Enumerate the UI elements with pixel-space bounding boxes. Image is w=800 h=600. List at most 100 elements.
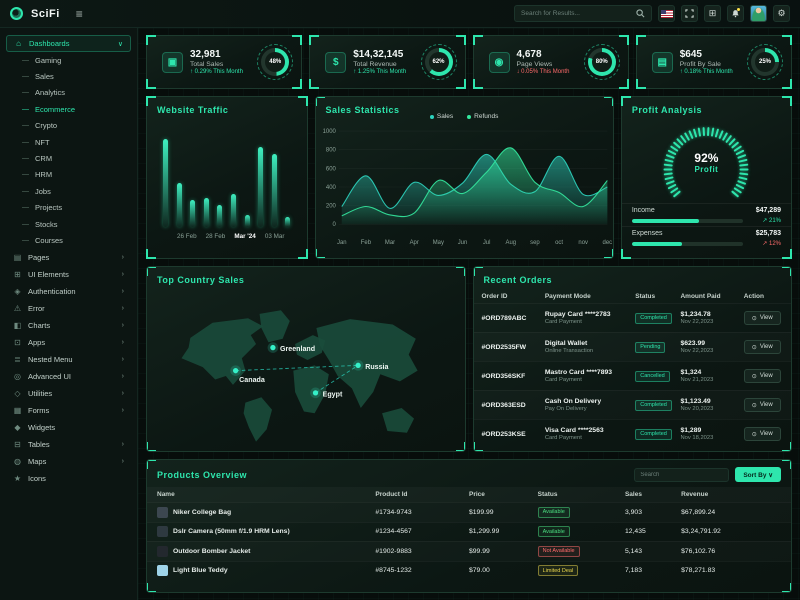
order-status-badge: Completed bbox=[635, 428, 672, 440]
sidebar-item[interactable]: ≣ Nested Menu › bbox=[6, 351, 131, 368]
sidebar-subitem[interactable]: — Analytics bbox=[6, 85, 131, 101]
x-tick-label: Mar '24 bbox=[234, 233, 256, 240]
product-status-badge: Available bbox=[537, 526, 570, 538]
view-order-button[interactable]: ⊙ View bbox=[743, 427, 781, 441]
map-marker-label: Canada bbox=[239, 376, 265, 384]
menu-toggle-icon[interactable]: ≡ bbox=[75, 6, 83, 21]
svg-text:nov: nov bbox=[578, 240, 588, 246]
products-table-header: Name Product Id Price Status Sales Revenue bbox=[147, 487, 791, 502]
traffic-bar bbox=[244, 215, 250, 227]
order-row: #ORD253KSE Visa Card ****2563 Card Payme… bbox=[473, 419, 791, 448]
dash-icon: — bbox=[22, 220, 29, 228]
sidebar-item[interactable]: ◈ Authentication › bbox=[6, 283, 131, 300]
sidebar-subitem[interactable]: — NFT bbox=[6, 134, 131, 150]
notifications-bell-icon[interactable] bbox=[727, 5, 744, 22]
svg-text:Jul: Jul bbox=[482, 240, 490, 246]
sidebar-subitem[interactable]: — CRM bbox=[6, 150, 131, 166]
chevron-icon: › bbox=[121, 457, 124, 465]
sidebar-subitem-label: CRM bbox=[35, 154, 53, 164]
dash-icon: — bbox=[22, 204, 29, 212]
view-order-button[interactable]: ⊙ View bbox=[743, 398, 781, 412]
eye-icon: ⊙ bbox=[751, 373, 757, 380]
traffic-bar bbox=[231, 193, 237, 227]
apps-grid-icon[interactable]: ⊞ bbox=[704, 5, 721, 22]
product-id: #1234-4567 bbox=[375, 528, 412, 536]
payment-mode: Visa Card ****2563 bbox=[544, 427, 604, 434]
sidebar-item-label: Error bbox=[28, 303, 45, 313]
product-revenue: $3,24,791.92 bbox=[681, 528, 721, 536]
view-order-button[interactable]: ⊙ View bbox=[743, 311, 781, 325]
product-revenue: $76,102.76 bbox=[681, 547, 716, 555]
sidebar-subitem[interactable]: — Gaming bbox=[6, 52, 131, 68]
column-header: Revenue bbox=[681, 491, 709, 498]
sidebar-item[interactable]: ★ Icons bbox=[6, 470, 131, 487]
sidebar-item-icon: ◇ bbox=[14, 388, 21, 398]
sidebar-item[interactable]: ◍ Maps › bbox=[6, 453, 131, 470]
panel-title: Top Country Sales bbox=[157, 275, 245, 285]
sidebar-item[interactable]: ⊞ UI Elements › bbox=[6, 266, 131, 283]
product-name: Outdoor Bomber Jacket bbox=[173, 547, 251, 555]
sidebar-subitem[interactable]: — HRM bbox=[6, 167, 131, 183]
sort-by-button[interactable]: Sort By ∨ bbox=[735, 467, 781, 482]
sidebar-subitem-label: NFT bbox=[35, 137, 50, 147]
column-header: Action bbox=[743, 292, 765, 300]
sidebar-item[interactable]: ⌂ Dashboards ∨ bbox=[6, 35, 131, 52]
sidebar-subitem[interactable]: — Sales bbox=[6, 68, 131, 84]
sidebar-item[interactable]: ⚠ Error › bbox=[6, 300, 131, 317]
order-date: Nov 22,2023 bbox=[680, 348, 714, 354]
sidebar-item[interactable]: ▦ Forms › bbox=[6, 402, 131, 419]
legend-label: Sales bbox=[436, 113, 454, 120]
sidebar-subitem[interactable]: — Courses bbox=[6, 232, 131, 248]
sidebar: ⌂ Dashboards ∨ — Gaming bbox=[0, 28, 138, 600]
sidebar-item[interactable]: ◧ Charts › bbox=[6, 317, 131, 334]
svg-text:oct: oct bbox=[555, 240, 563, 246]
panel-title: Profit Analysis bbox=[631, 105, 702, 115]
product-thumbnail bbox=[157, 526, 168, 538]
sidebar-item[interactable]: ⊟ Tables › bbox=[6, 436, 131, 453]
user-avatar[interactable] bbox=[750, 5, 767, 22]
product-id: #8745-1232 bbox=[375, 567, 412, 575]
language-flag-icon[interactable] bbox=[658, 5, 675, 22]
settings-gear-icon[interactable]: ⚙ bbox=[773, 5, 790, 22]
fullscreen-icon[interactable] bbox=[681, 5, 698, 22]
dash-icon: — bbox=[22, 155, 29, 163]
view-order-button[interactable]: ⊙ View bbox=[743, 340, 781, 354]
sidebar-item-icon: ⚠ bbox=[13, 303, 22, 313]
product-revenue: $78,271.83 bbox=[681, 567, 716, 575]
product-name: Niker College Bag bbox=[173, 508, 232, 516]
sidebar-subitem[interactable]: — Ecommerce bbox=[6, 101, 131, 117]
product-thumbnail bbox=[157, 545, 168, 557]
legend-dot-icon bbox=[467, 114, 472, 119]
products-search-input[interactable] bbox=[634, 467, 730, 482]
sidebar-item[interactable]: ◎ Advanced UI › bbox=[6, 368, 131, 385]
sidebar-subitem[interactable]: — Stocks bbox=[6, 216, 131, 232]
expenses-label: Expenses bbox=[631, 230, 663, 237]
view-order-button[interactable]: ⊙ View bbox=[743, 369, 781, 383]
order-status-badge: Completed bbox=[635, 399, 672, 411]
search-input[interactable] bbox=[521, 10, 632, 17]
sidebar-item-label: Authentication bbox=[28, 286, 76, 296]
sidebar-subitem[interactable]: — Projects bbox=[6, 200, 131, 216]
global-search[interactable] bbox=[514, 5, 652, 22]
traffic-bar bbox=[285, 217, 291, 227]
sidebar-item[interactable]: ◇ Utilities › bbox=[6, 385, 131, 402]
traffic-bar bbox=[163, 138, 168, 227]
sidebar-item-label: Widgets bbox=[28, 422, 56, 432]
product-row: Niker College Bag #1734-9743 $199.99 Ava… bbox=[147, 502, 791, 522]
sidebar-item[interactable]: ◆ Widgets bbox=[6, 419, 131, 436]
sidebar-item-label: Forms bbox=[28, 405, 50, 415]
column-header: Status bbox=[635, 292, 656, 300]
stat-value: 32,981 bbox=[190, 49, 221, 60]
sidebar-item[interactable]: ▤ Pages › bbox=[6, 249, 131, 266]
sidebar-subitem[interactable]: — Jobs bbox=[6, 183, 131, 199]
search-icon[interactable] bbox=[636, 9, 645, 18]
dash-icon: — bbox=[22, 89, 29, 97]
payment-mode-sub: Card Payment bbox=[544, 377, 582, 383]
sidebar-item[interactable]: ⊡ Apps › bbox=[6, 334, 131, 351]
sidebar-subitem[interactable]: — Crypto bbox=[6, 118, 131, 134]
profit-gauge: 92% Profit bbox=[661, 119, 751, 203]
chevron-icon: › bbox=[121, 304, 124, 312]
order-status-badge: Pending bbox=[635, 341, 666, 353]
map-marker-icon bbox=[270, 344, 276, 351]
product-price: $79.00 bbox=[468, 567, 490, 575]
